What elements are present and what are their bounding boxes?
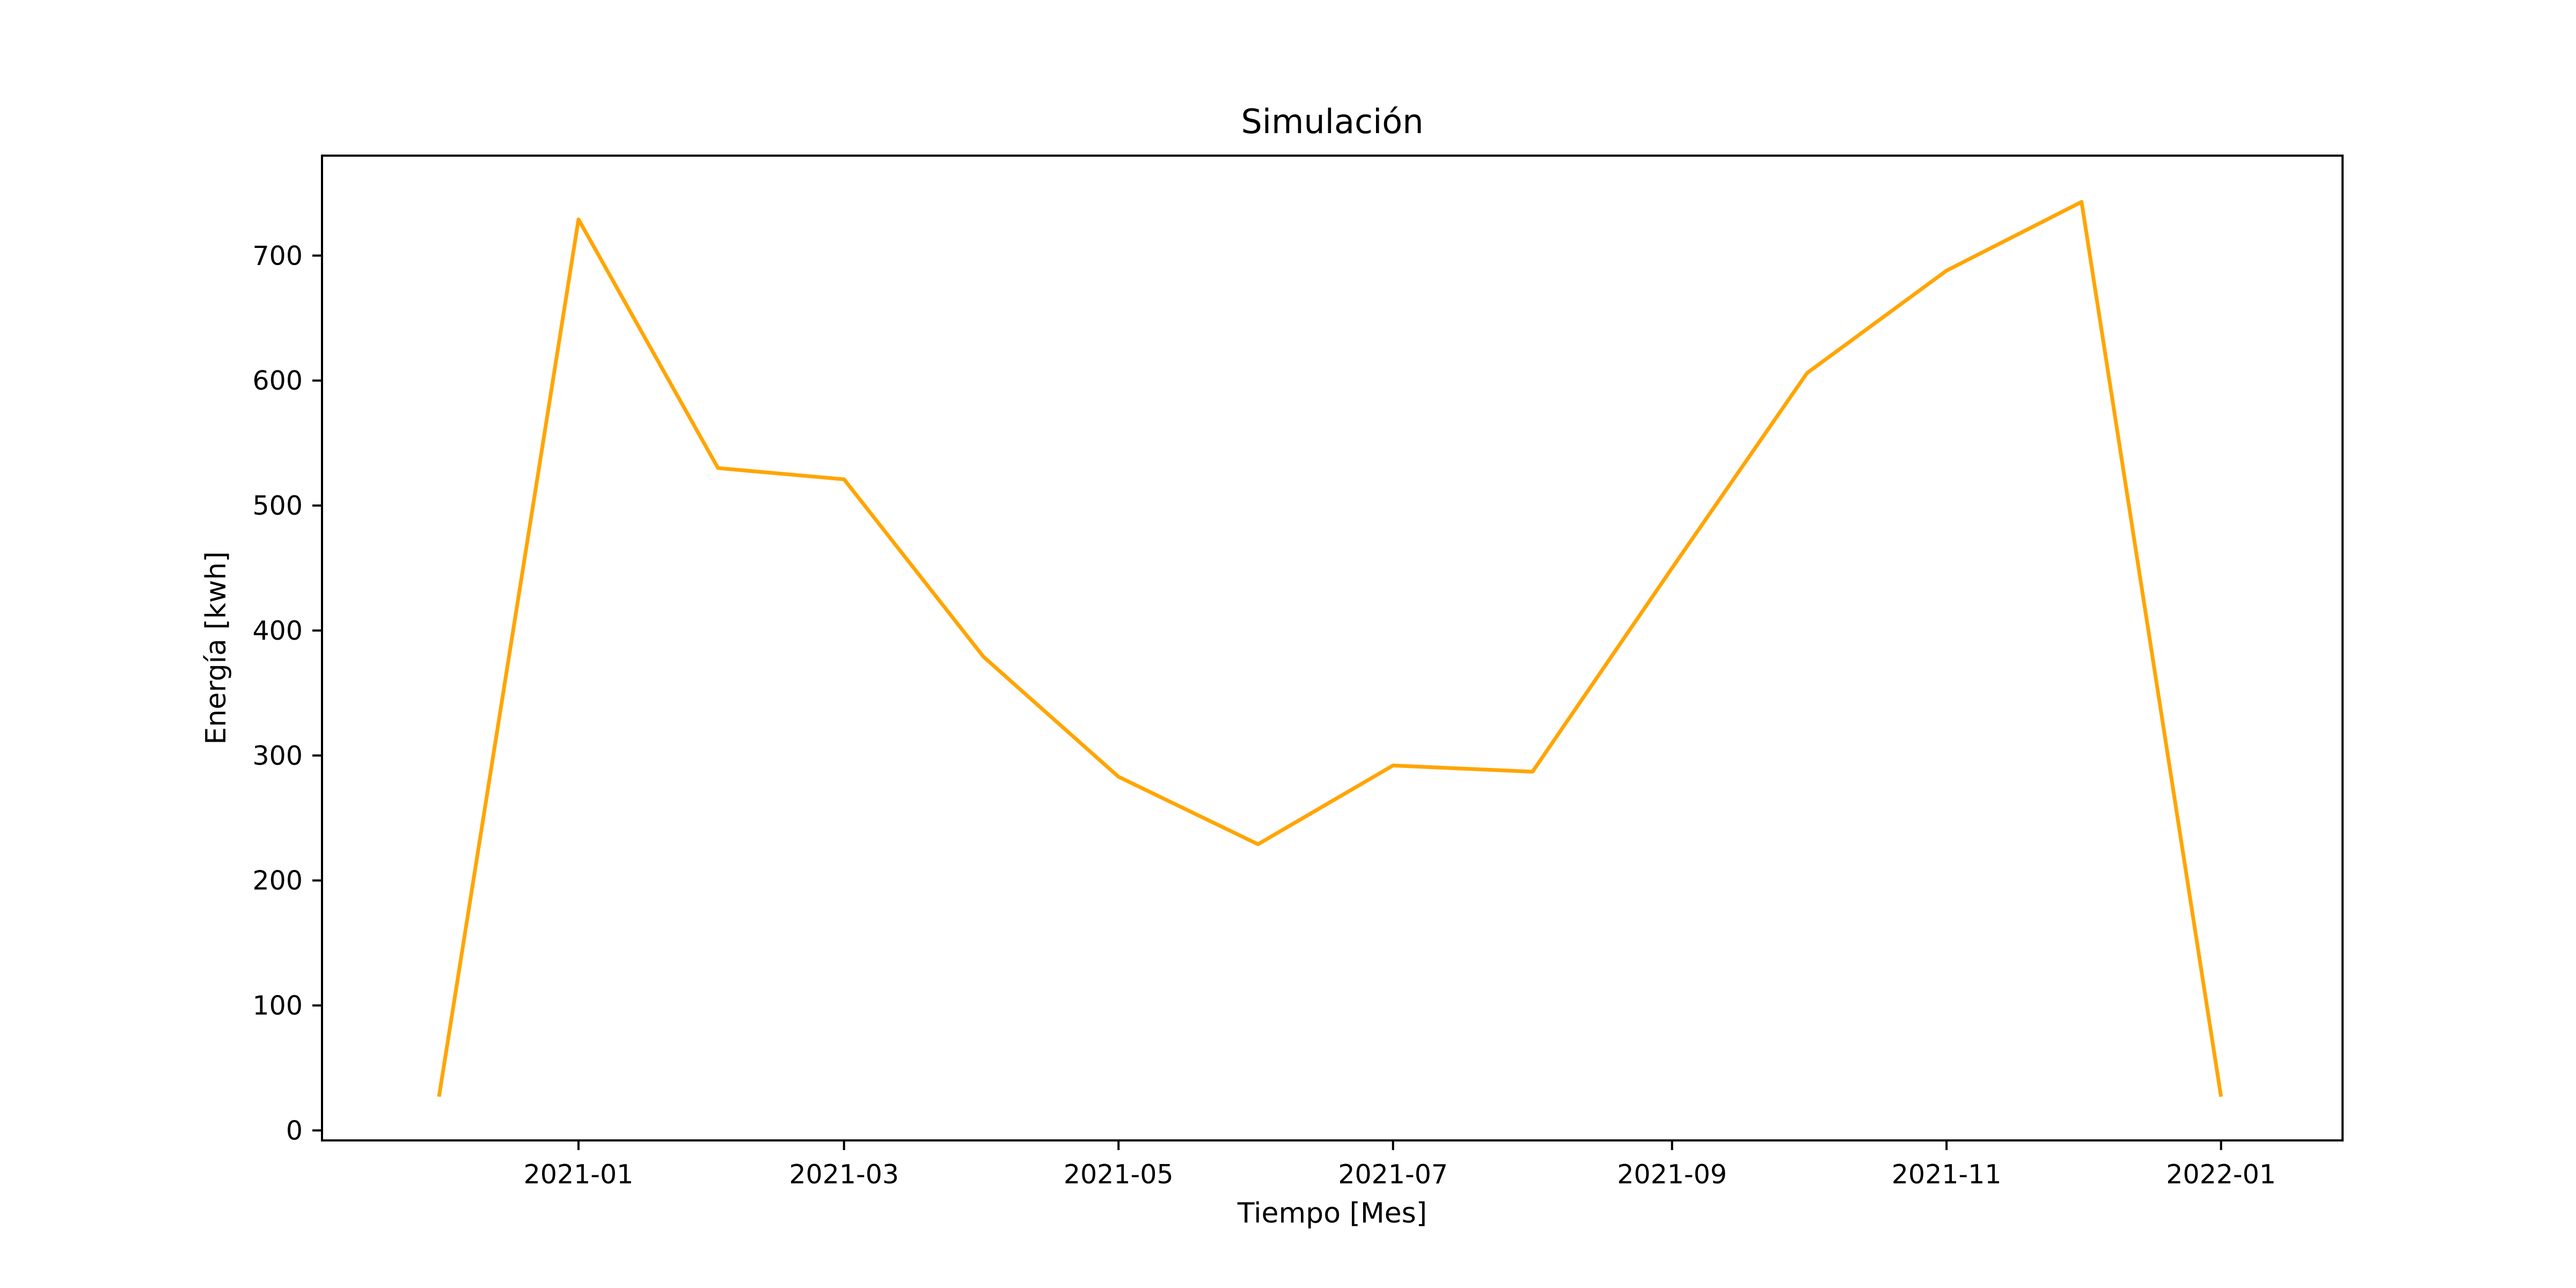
y-tick-label: 400 bbox=[252, 616, 303, 646]
x-tick-label: 2021-09 bbox=[1617, 1159, 1727, 1190]
x-tick-label: 2021-11 bbox=[1892, 1159, 2002, 1190]
x-tick-label: 2021-03 bbox=[789, 1159, 899, 1190]
y-tick-label: 600 bbox=[252, 365, 303, 396]
y-tick-label: 500 bbox=[252, 491, 303, 521]
y-tick-label: 0 bbox=[286, 1115, 303, 1146]
plot-frame bbox=[321, 155, 2344, 1141]
x-axis: 2021-01 2021-03 2021-05 2021-07 2021-09 2021-… bbox=[524, 1140, 2276, 1190]
chart-title: Simulación bbox=[1241, 102, 1423, 141]
plot-area bbox=[437, 200, 2223, 1097]
x-axis-label: Tiempo [Mes] bbox=[1237, 1197, 1427, 1230]
y-tick-label: 100 bbox=[252, 991, 303, 1021]
y-axis-label: Energía [kwh] bbox=[200, 551, 232, 744]
x-tick-label: 2021-07 bbox=[1338, 1159, 1448, 1190]
y-tick-label: 200 bbox=[252, 866, 303, 896]
y-tick-label: 700 bbox=[252, 240, 303, 271]
x-tick-label: 2021-05 bbox=[1064, 1159, 1174, 1190]
x-tick-label: 2022-01 bbox=[2166, 1159, 2276, 1190]
series-line-0 bbox=[437, 200, 2223, 1097]
y-axis: 0 100 200 300 400 500 600 700 bbox=[252, 240, 322, 1146]
x-tick-label: 2021-01 bbox=[524, 1159, 634, 1190]
y-tick-label: 300 bbox=[252, 741, 303, 771]
